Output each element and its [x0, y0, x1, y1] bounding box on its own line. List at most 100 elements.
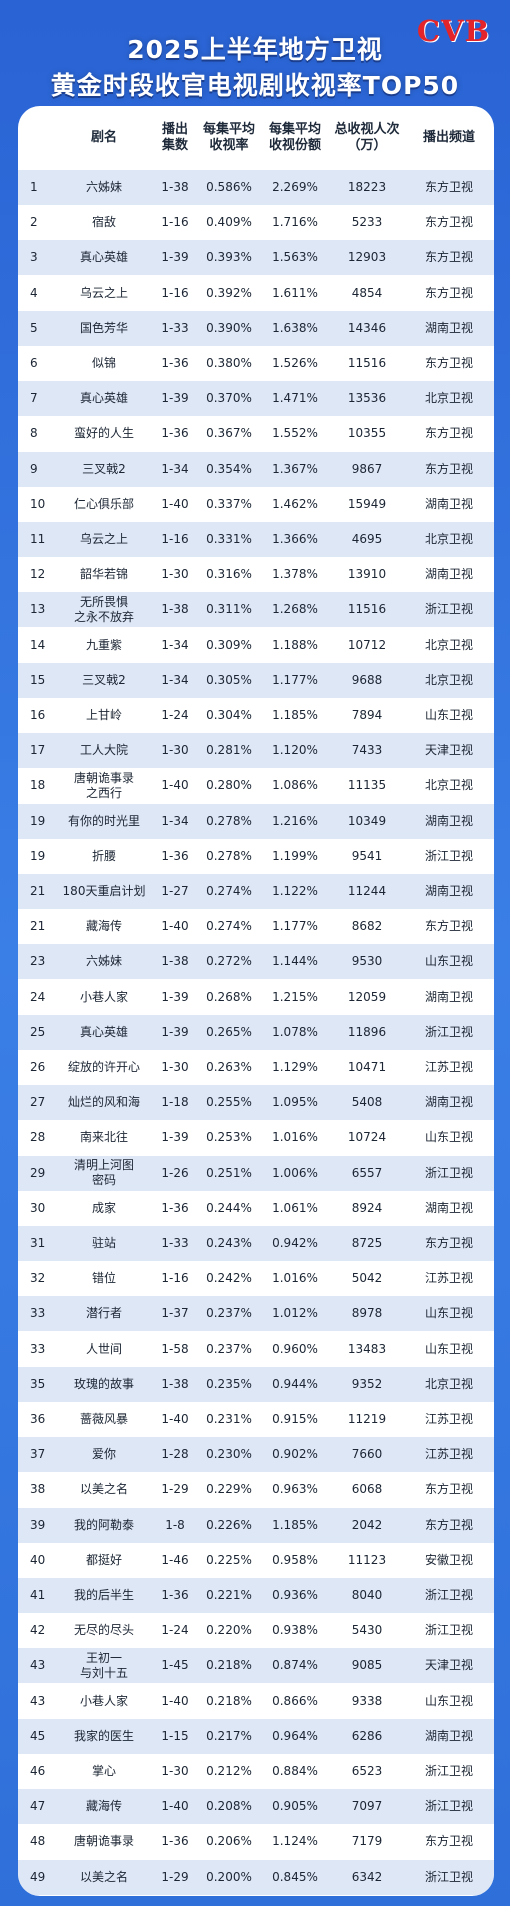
channel-cell: 湖南卫视 [424, 884, 473, 898]
title-cell: 我的阿勒泰 [73, 1517, 134, 1532]
share-cell: 1.552% [272, 426, 318, 441]
viewers-cell: 12059 [347, 989, 387, 1004]
rank-cell: 27 [30, 1095, 46, 1110]
channel-cell: 湖南卫视 [424, 1095, 473, 1110]
header-title: 剧名 [90, 130, 117, 145]
channel-cell: 山东卫视 [424, 1306, 473, 1321]
viewers-cell: 8978 [351, 1306, 383, 1321]
rank-cell: 19 [30, 813, 46, 828]
share-cell: 1.086% [272, 778, 318, 793]
channel-cell: 浙江卫视 [424, 1623, 473, 1638]
channel-cell: 江苏卫视 [424, 1271, 473, 1286]
episodes-cell: 1-15 [161, 1728, 189, 1743]
episodes-cell: 1-38 [161, 602, 189, 617]
channel-cell: 东方卫视 [424, 1236, 473, 1250]
share-cell: 0.915% [272, 1412, 318, 1426]
table-row: 19 有你的时光里 1-34 0.278% 1.216% 10349 湖南卫视 [18, 803, 494, 839]
rating-cell: 0.218% [206, 1658, 252, 1673]
rank-cell: 46 [30, 1764, 46, 1778]
episodes-cell: 1-38 [161, 1376, 189, 1391]
channel-cell: 山东卫视 [424, 708, 473, 722]
episodes-cell: 1-40 [161, 1693, 189, 1708]
rating-cell: 0.278% [206, 848, 252, 863]
rank-cell: 49 [30, 1869, 46, 1884]
share-cell: 1.016% [272, 1271, 318, 1286]
title-cell: 潜行者 [85, 1306, 122, 1321]
table-row: 46 掌心 1-30 0.212% 0.884% 6523 浙江卫视 [18, 1754, 494, 1789]
share-cell: 1.188% [272, 637, 318, 652]
rank-cell: 16 [30, 708, 46, 722]
ranking-table: 剧名 播出 集数 每集平均 收视率 每集平均 收视份额 总收视人次 （万） 播出… [18, 106, 494, 1896]
viewers-cell: 11516 [347, 602, 387, 617]
table-row: 2 宿敌 1-16 0.409% 1.716% 5233 东方卫视 [18, 205, 494, 240]
channel-cell: 浙江卫视 [424, 1764, 473, 1778]
share-cell: 0.963% [272, 1482, 318, 1497]
rank-cell: 14 [30, 637, 46, 652]
title-cell: 错位 [91, 1271, 116, 1286]
share-cell: 1.215% [272, 989, 318, 1004]
viewers-cell: 9352 [351, 1376, 383, 1391]
title-cell: 灿烂的风和海 [67, 1095, 140, 1110]
viewers-cell: 8682 [351, 919, 383, 934]
rating-cell: 0.393% [206, 250, 252, 265]
rank-cell: 48 [30, 1834, 46, 1849]
table-row: 49我的后半生1-360.200%0.848%9639江苏卫视 [18, 1895, 494, 1896]
rank-cell: 36 [30, 1412, 46, 1426]
rating-cell: 0.370% [206, 391, 252, 406]
title-cell: 我的后半生 [73, 1588, 134, 1602]
viewers-cell: 13536 [347, 391, 387, 406]
episodes-cell: 1-30 [161, 743, 189, 758]
share-cell: 1.526% [272, 356, 318, 370]
rating-cell: 0.217% [206, 1728, 252, 1743]
rank-cell: 4 [30, 285, 38, 300]
episodes-cell: 1-36 [161, 426, 189, 441]
title-cell: 180天重启计划 [62, 884, 146, 898]
table-row: 27 灿烂的风和海 1-18 0.255% 1.095% 5408 湖南卫视 [18, 1085, 494, 1121]
rating-cell: 0.272% [206, 954, 252, 969]
episodes-cell: 1-39 [161, 1024, 189, 1039]
viewers-cell: 2042 [351, 1517, 383, 1532]
title-cell: 藏海传 [85, 1799, 122, 1814]
title-cell: 我家的医生 [73, 1728, 134, 1743]
episodes-cell: 1-29 [161, 1482, 189, 1497]
viewers-cell: 7433 [351, 743, 383, 758]
viewers-cell: 7097 [351, 1799, 383, 1814]
viewers-cell: 5042 [351, 1271, 383, 1286]
title-cell: 似锦 [91, 356, 116, 370]
channel-cell: 北京卫视 [424, 637, 473, 652]
table-row: 38 以美之名 1-29 0.229% 0.963% 6068 东方卫视 [18, 1472, 494, 1507]
viewers-cell: 15949 [347, 496, 387, 511]
title-cell: 三叉戟2 [82, 672, 126, 687]
share-cell: 1.006% [272, 1165, 318, 1180]
rating-cell: 0.235% [206, 1376, 252, 1391]
rank-cell: 21 [30, 884, 46, 898]
rating-cell: 0.244% [206, 1200, 252, 1215]
channel-cell: 天津卫视 [424, 1658, 473, 1673]
rank-cell: 40 [30, 1552, 46, 1567]
episodes-cell: 1-40 [161, 1412, 189, 1426]
episodes-cell: 1-16 [161, 532, 189, 546]
title-cell: 小巷人家 [79, 1693, 128, 1708]
title-line-1: 2025上半年地方卫视 [127, 35, 383, 64]
table-row: 29 清明上河图 密码 1-26 0.251% 1.006% 6557 浙江卫视 [18, 1155, 494, 1191]
table-row: 19 折腰 1-36 0.278% 1.199% 9541 浙江卫视 [18, 839, 494, 874]
title-cell: 真心英雄 [79, 1024, 128, 1039]
table-row: 48 唐朝诡事录 1-36 0.206% 1.124% 7179 东方卫视 [18, 1824, 494, 1859]
channel-cell: 北京卫视 [424, 1376, 473, 1391]
table-row: 13 无所畏惧 之永不放弃 1-38 0.311% 1.268% 11516 浙江卫视 [18, 592, 494, 628]
rank-cell: 17 [30, 743, 46, 758]
episodes-cell: 1-38 [161, 954, 189, 969]
rating-cell: 0.305% [206, 672, 252, 687]
table-row: 35 玫瑰的故事 1-38 0.235% 0.944% 9352 北京卫视 [18, 1366, 494, 1402]
rank-cell: 8 [30, 426, 38, 441]
share-cell: 0.905% [272, 1799, 318, 1814]
title-cell: 乌云之上 [79, 532, 128, 546]
share-cell: 1.716% [272, 215, 318, 230]
rank-cell: 29 [30, 1165, 46, 1180]
rank-cell: 47 [30, 1799, 46, 1814]
rating-cell: 0.253% [206, 1130, 252, 1145]
table-row: 42 无尽的尽头 1-24 0.220% 0.938% 5430 浙江卫视 [18, 1613, 494, 1648]
viewers-cell: 10355 [347, 426, 387, 441]
header-share: 每集平均 收视份额 [268, 122, 321, 153]
table-row: 18 唐朝诡事录 之西行 1-40 0.280% 1.086% 11135 北京卫视 [18, 768, 494, 803]
